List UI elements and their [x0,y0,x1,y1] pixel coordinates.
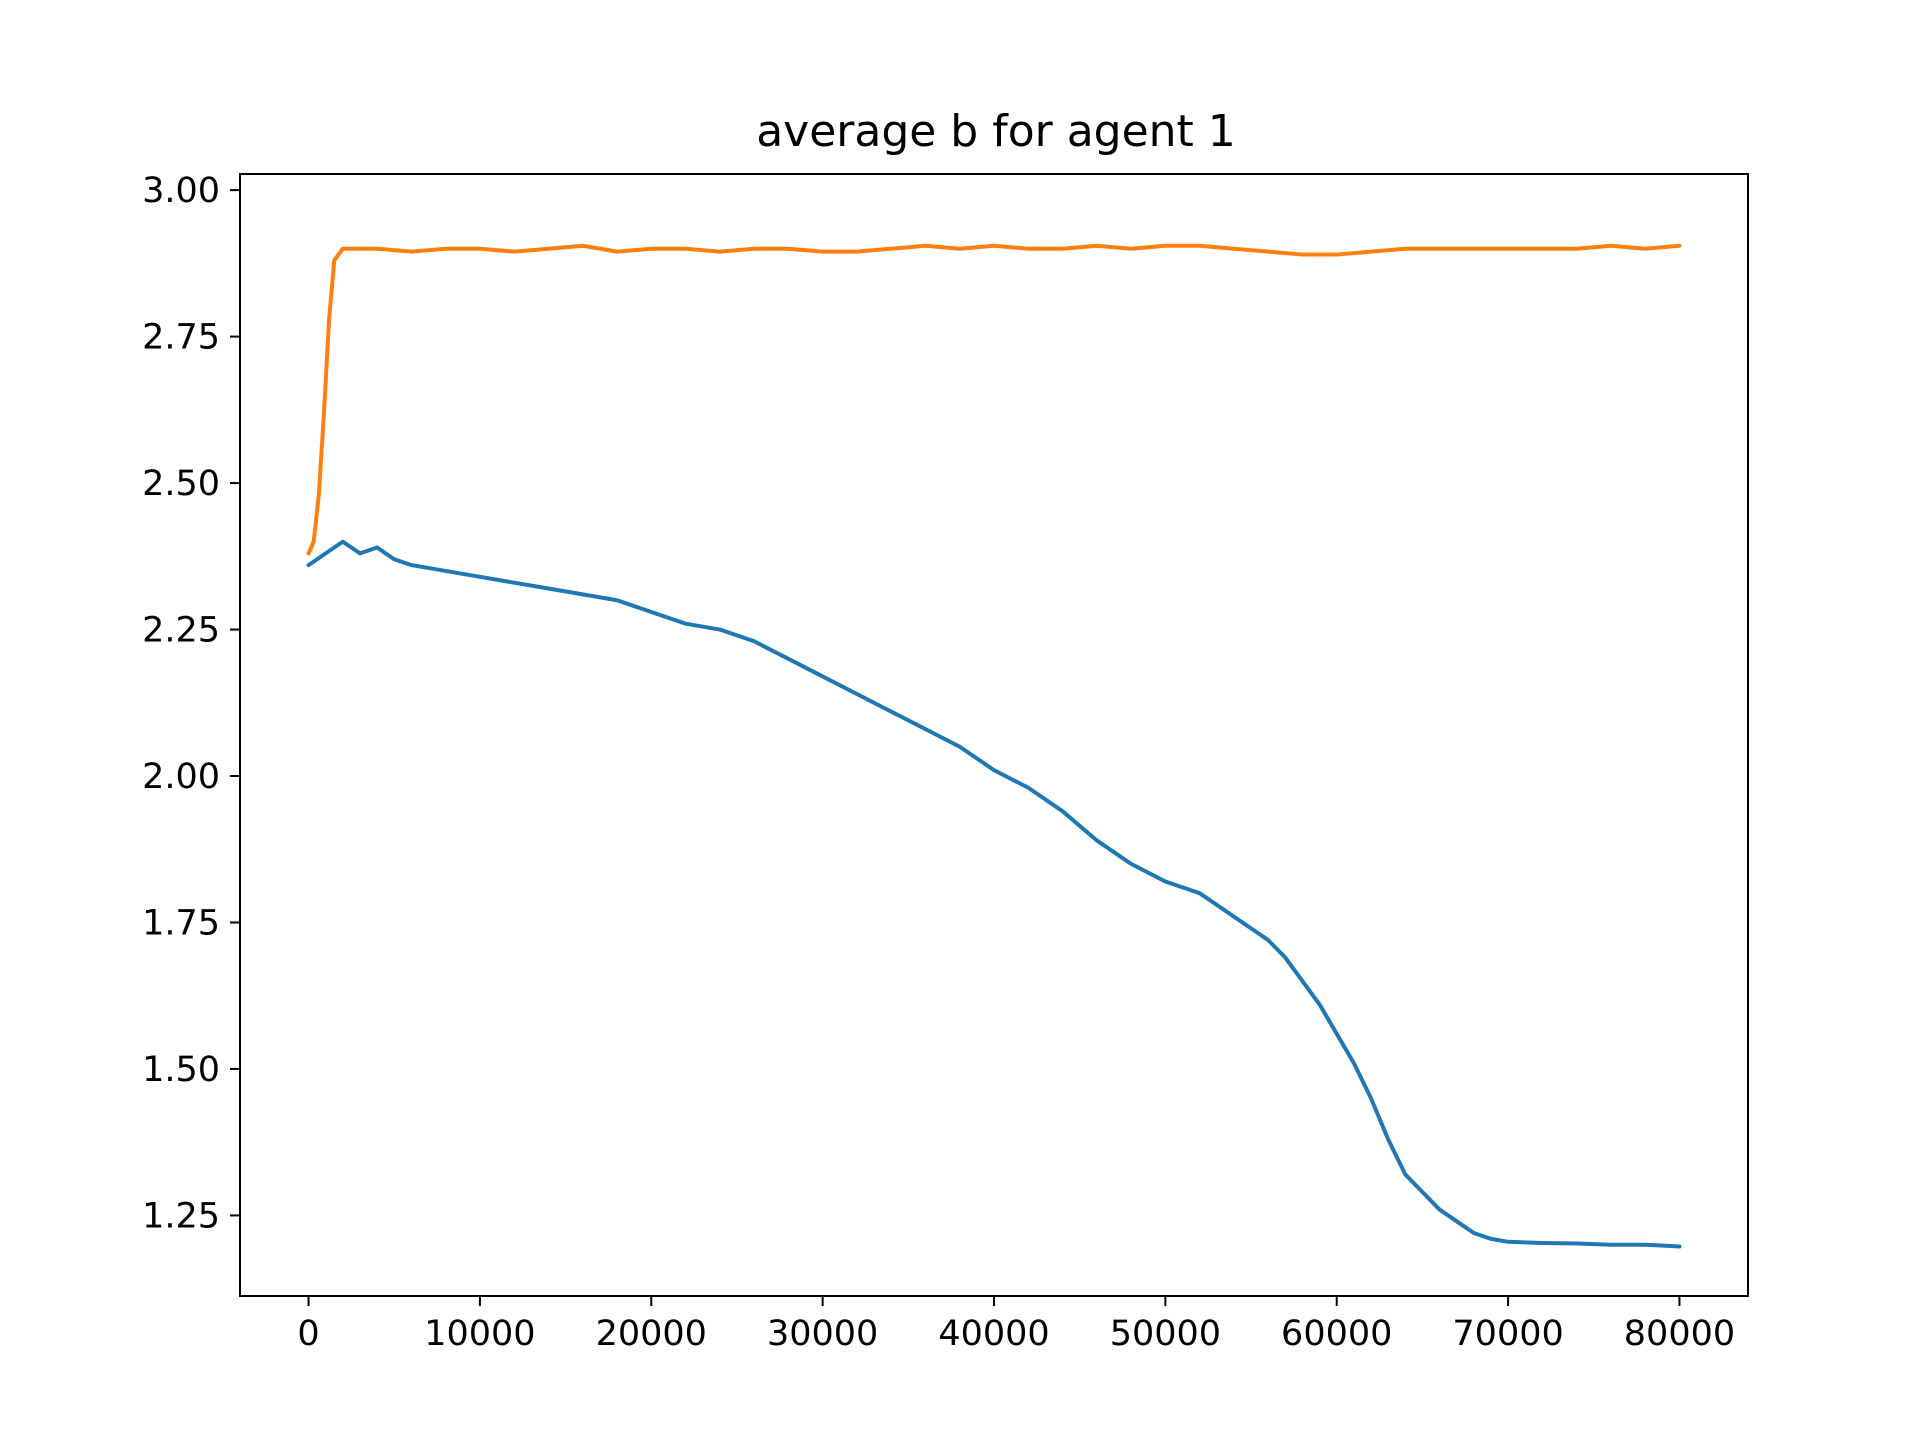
x-tick-label: 30000 [767,1314,878,1354]
x-tick-label: 40000 [938,1314,1049,1354]
x-tick-label: 60000 [1281,1314,1392,1354]
x-tick-label: 50000 [1110,1314,1221,1354]
y-tick-label: 1.75 [142,903,220,943]
x-axis: 0 10000 20000 30000 40000 50000 60000 70000 8000… [297,1296,1735,1354]
y-axis: 1.25 1.50 1.75 2.00 2.25 2.50 2.75 3.00 [142,171,240,1236]
y-tick-label: 3.00 [142,171,220,211]
y-tick-label: 2.25 [142,611,220,651]
x-tick-label: 0 [297,1314,319,1354]
y-tick-label: 2.50 [142,464,220,504]
series-line-1 [306,539,1682,1249]
x-tick-label: 80000 [1624,1314,1735,1354]
series-line-2 [306,243,1682,556]
y-tick-label: 2.00 [142,757,220,797]
x-tick-label: 70000 [1452,1314,1563,1354]
chart-title: average b for agent 1 [756,106,1236,157]
y-tick-label: 1.50 [142,1050,220,1090]
y-tick-label: 1.25 [142,1196,220,1236]
series-layer [306,243,1682,1249]
x-tick-label: 10000 [424,1314,535,1354]
y-tick-label: 2.75 [142,318,220,358]
x-tick-label: 20000 [596,1314,707,1354]
